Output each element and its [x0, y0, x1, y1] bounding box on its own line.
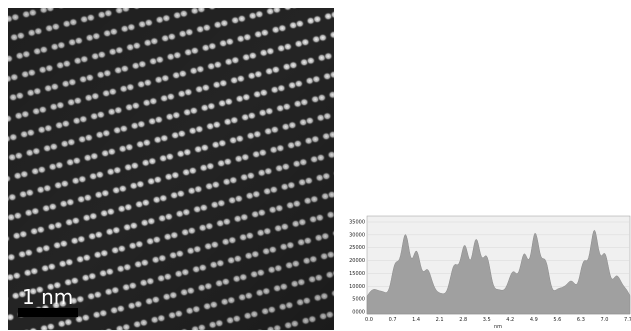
y-tick-label: 20000 [349, 258, 365, 264]
x-tick-label: 2.1 [436, 317, 444, 323]
x-tick-label: 3.5 [483, 317, 491, 323]
x-axis-ticks: 0.0 0.7 1.4 2.1 2.8 3.5 4.2 4.9 5.6 6.3 7.0 7.7 [365, 317, 631, 323]
x-tick-label: 6.3 [577, 317, 585, 323]
lattice-micrograph: 1 nm [8, 8, 334, 330]
x-tick-label: 1.4 [412, 317, 420, 323]
y-tick-label: 35000 [349, 220, 365, 226]
x-tick-label: 7.7 [624, 317, 631, 323]
y-tick-label: 25000 [349, 245, 365, 251]
y-axis-ticks: 35000 30000 25000 20000 15000 10000 5000 0000 [349, 220, 365, 316]
scale-bar-label: 1 nm [22, 285, 73, 309]
y-tick-label: 5000 [352, 297, 365, 303]
scale-bar [18, 308, 78, 317]
x-tick-label: 4.2 [506, 317, 514, 323]
x-axis-label: nm [494, 324, 502, 330]
x-tick-label: 0.0 [365, 317, 373, 323]
y-tick-label: 0000 [352, 310, 365, 316]
intensity-line-profile: 35000 30000 25000 20000 15000 10000 5000 0000 0… [349, 215, 631, 330]
profile-area [366, 229, 631, 315]
x-tick-label: 5.6 [553, 317, 561, 323]
y-tick-label: 30000 [349, 232, 365, 238]
x-tick-label: 7.0 [600, 317, 608, 323]
x-tick-label: 4.9 [530, 317, 538, 323]
y-tick-label: 15000 [349, 271, 365, 277]
x-tick-label: 2.8 [459, 317, 467, 323]
x-tick-label: 0.7 [389, 317, 397, 323]
y-tick-label: 10000 [349, 284, 365, 290]
